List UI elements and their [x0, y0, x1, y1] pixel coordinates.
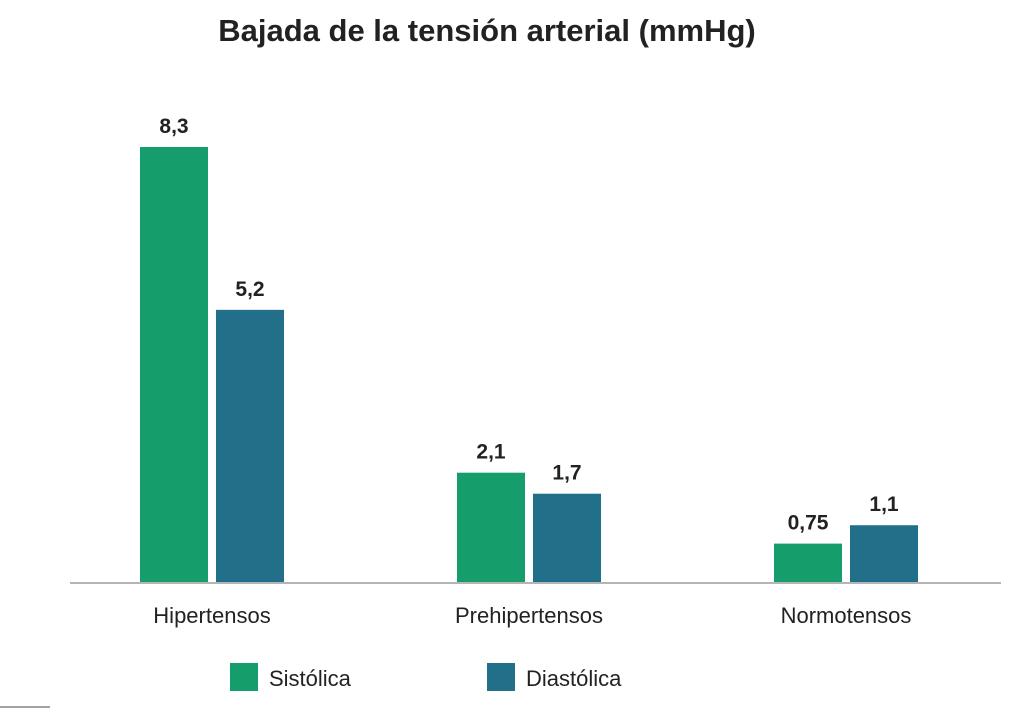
category-labels-group: Hipertensos Prehipertensos Normotensos: [153, 603, 911, 628]
value-label-sistolica-2: 2,1: [476, 441, 506, 464]
bar-diastolica-1: [216, 309, 284, 583]
bar-sistolica-3: [774, 543, 842, 583]
value-labels-group: 8,3 5,2 2,1 1,7 0,75 1,1: [159, 115, 899, 535]
category-label-3: Normotensos: [781, 603, 912, 628]
value-label-sistolica-1: 8,3: [159, 115, 188, 138]
bar-sistolica-2: [457, 472, 525, 583]
legend-swatch-diastolica: [487, 663, 515, 691]
legend: Sistólica Diastólica: [230, 663, 622, 691]
value-label-diastolica-3: 1,1: [869, 493, 899, 516]
value-label-diastolica-1: 5,2: [235, 278, 264, 301]
legend-label-diastolica: Diastólica: [526, 666, 622, 691]
value-label-diastolica-2: 1,7: [552, 462, 581, 485]
bar-sistolica-1: [140, 147, 208, 583]
bars-group: [140, 147, 918, 583]
bar-diastolica-3: [850, 525, 918, 583]
chart-title: Bajada de la tensión arterial (mmHg): [218, 13, 755, 48]
category-label-1: Hipertensos: [153, 603, 270, 628]
legend-swatch-sistolica: [230, 663, 258, 691]
value-label-sistolica-3: 0,75: [788, 512, 829, 535]
legend-label-sistolica: Sistólica: [269, 666, 352, 691]
category-label-2: Prehipertensos: [455, 603, 603, 628]
bar-diastolica-2: [533, 493, 601, 583]
